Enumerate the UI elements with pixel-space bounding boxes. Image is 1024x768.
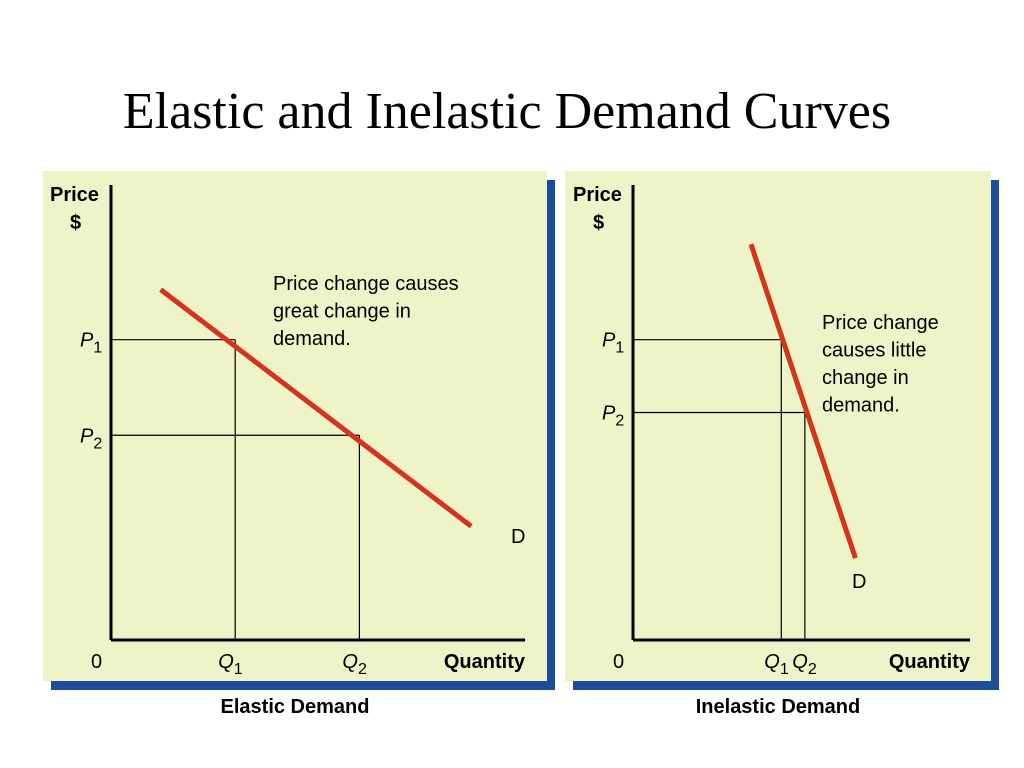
origin-label-elastic: 0 — [91, 651, 102, 673]
demand-curve-elastic — [159, 287, 473, 529]
demand-label-elastic: D — [511, 526, 525, 548]
price-tick-label-elastic-2: P2 — [80, 425, 102, 452]
annotation-line-inelastic-3: change in — [822, 367, 909, 389]
demand-curve-inelastic — [748, 243, 858, 559]
slide-title: Elastic and Inelastic Demand Curves — [122, 83, 892, 140]
x-axis-title-elastic: Quantity — [444, 651, 526, 673]
x-axis-title-inelastic: Quantity — [889, 651, 971, 673]
quantity-tick-label-inelastic-1: Q1 — [764, 651, 789, 678]
y-axis-unit-elastic: $ — [70, 212, 81, 234]
y-axis-title-elastic: Price — [50, 184, 99, 206]
origin-label-inelastic: 0 — [613, 651, 624, 673]
quantity-tick-label-inelastic-2: Q2 — [792, 651, 817, 678]
price-tick-label-inelastic-1: P1 — [602, 330, 624, 357]
chart-panel-elastic — [43, 171, 547, 681]
y-axis-title-inelastic: Price — [573, 184, 622, 206]
caption-inelastic: Inelastic Demand — [695, 696, 861, 718]
annotation-line-elastic-2: great change in — [273, 301, 411, 323]
quantity-tick-label-elastic-2: Q2 — [342, 651, 367, 678]
price-tick-label-elastic-1: P1 — [80, 330, 102, 357]
caption-elastic: Elastic Demand — [220, 696, 370, 718]
chart-panel-inelastic — [565, 171, 991, 681]
y-axis-unit-inelastic: $ — [593, 212, 604, 234]
quantity-tick-label-elastic-1: Q1 — [218, 651, 243, 678]
annotation-line-elastic-3: demand. — [273, 328, 351, 350]
annotation-line-inelastic-2: causes little — [822, 340, 927, 362]
demand-label-inelastic: D — [852, 571, 866, 593]
annotation-line-inelastic-4: demand. — [822, 395, 900, 417]
price-tick-label-inelastic-2: P2 — [602, 403, 624, 430]
annotation-line-inelastic-1: Price change — [822, 312, 939, 334]
annotation-line-elastic-1: Price change causes — [273, 273, 459, 295]
